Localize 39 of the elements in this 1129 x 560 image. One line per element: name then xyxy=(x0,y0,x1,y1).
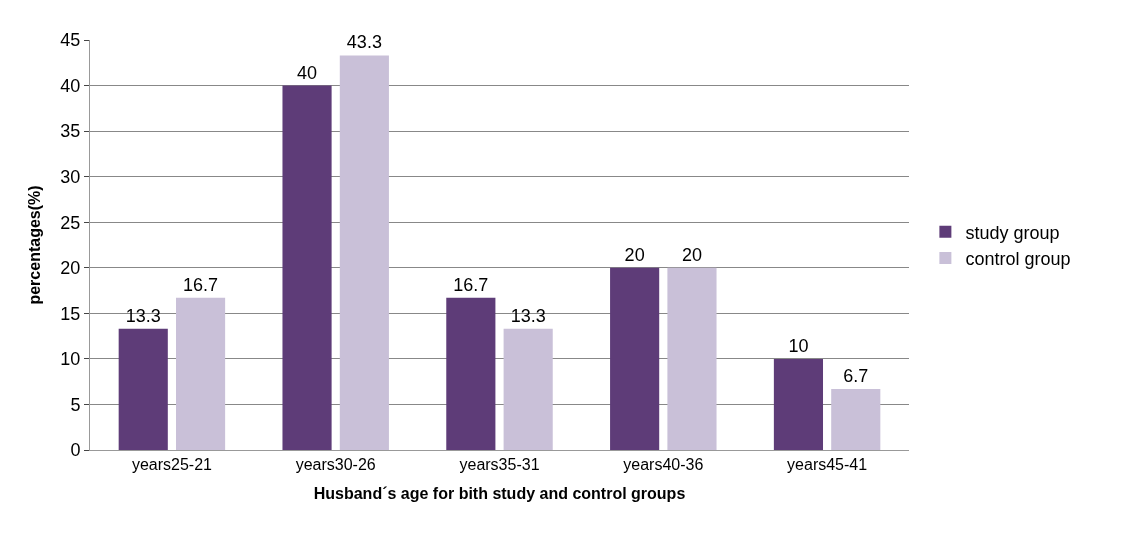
y-tick-label: 30 xyxy=(60,166,81,187)
y-tick-label: 0 xyxy=(70,440,81,461)
data-label: 13.3 xyxy=(510,305,546,326)
y-tick-label: 40 xyxy=(60,75,81,96)
data-label: 6.7 xyxy=(843,365,869,386)
x-tick-label: years35-31 xyxy=(459,456,540,474)
bar xyxy=(667,267,717,450)
x-tick-label: years25-21 xyxy=(131,456,213,474)
y-tick-label: 25 xyxy=(60,212,81,233)
y-axis-title: percentages(%) xyxy=(26,185,44,305)
bar xyxy=(176,297,226,450)
data-label: 10 xyxy=(788,335,809,356)
bar xyxy=(503,328,553,450)
y-tick-label: 45 xyxy=(60,30,81,51)
x-axis-title: Husband´s age for bith study and control groups xyxy=(313,484,686,502)
bar xyxy=(118,328,168,450)
data-label: 43.3 xyxy=(346,32,382,53)
y-tick-label: 20 xyxy=(60,258,81,279)
data-label: 13.3 xyxy=(125,305,161,326)
y-tick-label: 35 xyxy=(60,121,81,142)
legend-label: control group xyxy=(965,249,1071,270)
legend-label: study group xyxy=(965,222,1060,243)
x-tick-label: years30-26 xyxy=(295,456,376,474)
data-label: 40 xyxy=(297,62,318,83)
x-tick-label: years40-36 xyxy=(623,456,704,474)
data-label: 20 xyxy=(624,244,645,265)
bar xyxy=(773,358,824,450)
bar xyxy=(610,267,660,450)
y-tick-label: 15 xyxy=(60,303,81,324)
y-tick-label: 10 xyxy=(60,349,81,370)
x-tick-label: years45-41 xyxy=(787,456,868,474)
bar xyxy=(446,297,496,450)
bar xyxy=(831,388,881,450)
bar xyxy=(339,55,389,450)
bar xyxy=(282,85,332,450)
y-tick-label: 5 xyxy=(70,394,81,415)
data-label: 20 xyxy=(681,244,702,265)
data-label: 16.7 xyxy=(453,274,489,295)
data-label: 16.7 xyxy=(183,274,219,295)
